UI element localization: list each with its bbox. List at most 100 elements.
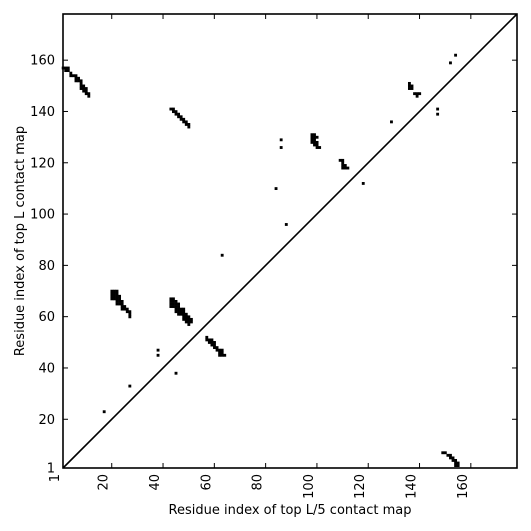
contact-point — [346, 166, 350, 170]
contact-point — [415, 92, 419, 96]
contact-point — [177, 312, 180, 316]
contact-point — [454, 53, 458, 57]
contact-point — [74, 76, 78, 80]
x-axis-ticks: 1 20 40 60 80 100 120 140 160 — [48, 14, 472, 499]
contact-point — [169, 305, 173, 308]
x-tick-label: 80 — [251, 474, 266, 491]
contact-point — [189, 317, 193, 321]
contact-point — [118, 302, 122, 306]
contact-point — [449, 456, 452, 460]
contact-point — [454, 464, 458, 468]
contact-point — [79, 84, 83, 88]
contact-point — [177, 310, 180, 314]
contact-point — [82, 89, 86, 93]
contact-point — [110, 292, 114, 296]
x-tick-label: 1 — [48, 474, 63, 482]
contact-point — [207, 338, 211, 342]
y-tick-label: 20 — [38, 413, 55, 428]
contact-point — [205, 335, 209, 339]
contact-point — [118, 299, 122, 303]
contact-point — [174, 310, 178, 314]
y-tick-label: 160 — [30, 54, 55, 69]
contact-point — [189, 320, 193, 324]
contact-point — [66, 66, 70, 70]
contact-point — [115, 294, 119, 298]
contact-point — [436, 107, 440, 111]
contact-point — [125, 307, 129, 311]
contact-point — [315, 140, 319, 144]
contact-point — [87, 92, 91, 96]
x-tick-label: 60 — [199, 474, 214, 491]
contact-point — [310, 135, 314, 139]
contact-point — [77, 79, 80, 83]
contact-point — [120, 302, 124, 306]
contact-point — [115, 297, 119, 301]
contact-point — [123, 305, 127, 308]
contact-point — [123, 307, 127, 311]
contact-point — [205, 338, 209, 342]
contact-point — [218, 351, 222, 355]
contact-point — [172, 299, 175, 303]
y-tick-label: 60 — [38, 310, 55, 325]
contact-point — [313, 143, 316, 147]
y-tick-label: 100 — [30, 208, 55, 223]
contact-point — [110, 294, 114, 298]
contact-point — [84, 87, 88, 90]
contact-point — [74, 74, 78, 78]
contact-point — [187, 125, 191, 129]
contact-point — [82, 87, 86, 90]
contact-point — [179, 312, 183, 316]
contact-point — [128, 312, 132, 316]
contact-point — [187, 323, 191, 326]
contact-point — [407, 84, 411, 88]
contact-point — [220, 353, 224, 357]
contact-point — [184, 317, 188, 321]
contact-point — [454, 459, 458, 462]
contact-point — [341, 161, 345, 165]
y-tick-label: 1 — [47, 462, 55, 477]
contact-point — [177, 307, 180, 311]
contact-point — [115, 289, 119, 293]
contact-point — [125, 310, 129, 314]
contact-point — [66, 69, 70, 73]
contact-point — [343, 164, 347, 167]
contact-point — [451, 456, 455, 460]
contact-point — [218, 353, 222, 357]
contact-point — [361, 182, 365, 185]
x-tick-label: 140 — [405, 474, 420, 499]
contact-point — [79, 81, 83, 85]
contact-point — [174, 371, 178, 375]
contact-point — [213, 343, 216, 347]
contact-point — [418, 92, 422, 96]
contact-point — [174, 305, 178, 308]
y-tick-label: 140 — [30, 105, 55, 120]
contact-point — [174, 302, 178, 306]
contact-point — [184, 120, 188, 124]
contact-point — [177, 112, 180, 116]
contact-point — [210, 341, 214, 344]
contact-point — [156, 348, 160, 352]
contact-point — [187, 123, 191, 126]
contact-point — [169, 107, 173, 111]
contact-point — [449, 61, 452, 65]
contact-point — [407, 81, 411, 85]
contact-points — [61, 53, 460, 468]
contact-point — [184, 123, 188, 126]
y-tick-label: 120 — [30, 156, 55, 171]
contact-point — [82, 84, 86, 88]
contact-point — [284, 223, 288, 226]
contact-point — [274, 187, 278, 190]
contact-point — [315, 146, 319, 149]
x-tick-label: 20 — [97, 474, 112, 491]
contact-point — [310, 138, 314, 142]
contact-point — [210, 338, 214, 342]
contact-point — [74, 79, 78, 83]
contact-point — [120, 307, 124, 311]
contact-point — [177, 302, 180, 306]
contact-point — [220, 348, 224, 352]
contact-point — [338, 158, 342, 162]
contact-point — [210, 343, 214, 347]
contact-point — [172, 110, 175, 114]
